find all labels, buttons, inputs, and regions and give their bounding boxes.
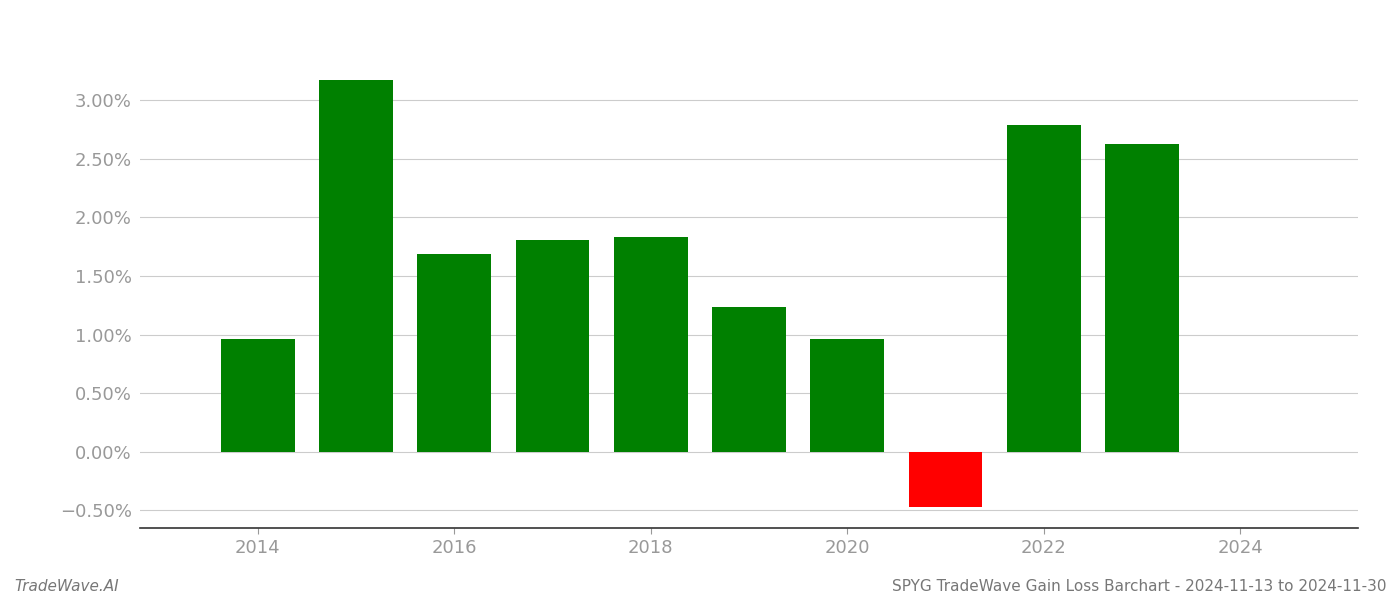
Text: SPYG TradeWave Gain Loss Barchart - 2024-11-13 to 2024-11-30: SPYG TradeWave Gain Loss Barchart - 2024… — [892, 579, 1386, 594]
Bar — [909, 452, 983, 507]
Bar — [1007, 125, 1081, 452]
Bar — [1105, 143, 1179, 452]
Bar — [417, 254, 491, 452]
Text: TradeWave.AI: TradeWave.AI — [14, 579, 119, 594]
Bar — [811, 340, 883, 452]
Bar — [713, 307, 785, 452]
Bar — [515, 240, 589, 452]
Bar — [615, 238, 687, 452]
Bar — [319, 80, 393, 452]
Bar — [221, 340, 295, 452]
